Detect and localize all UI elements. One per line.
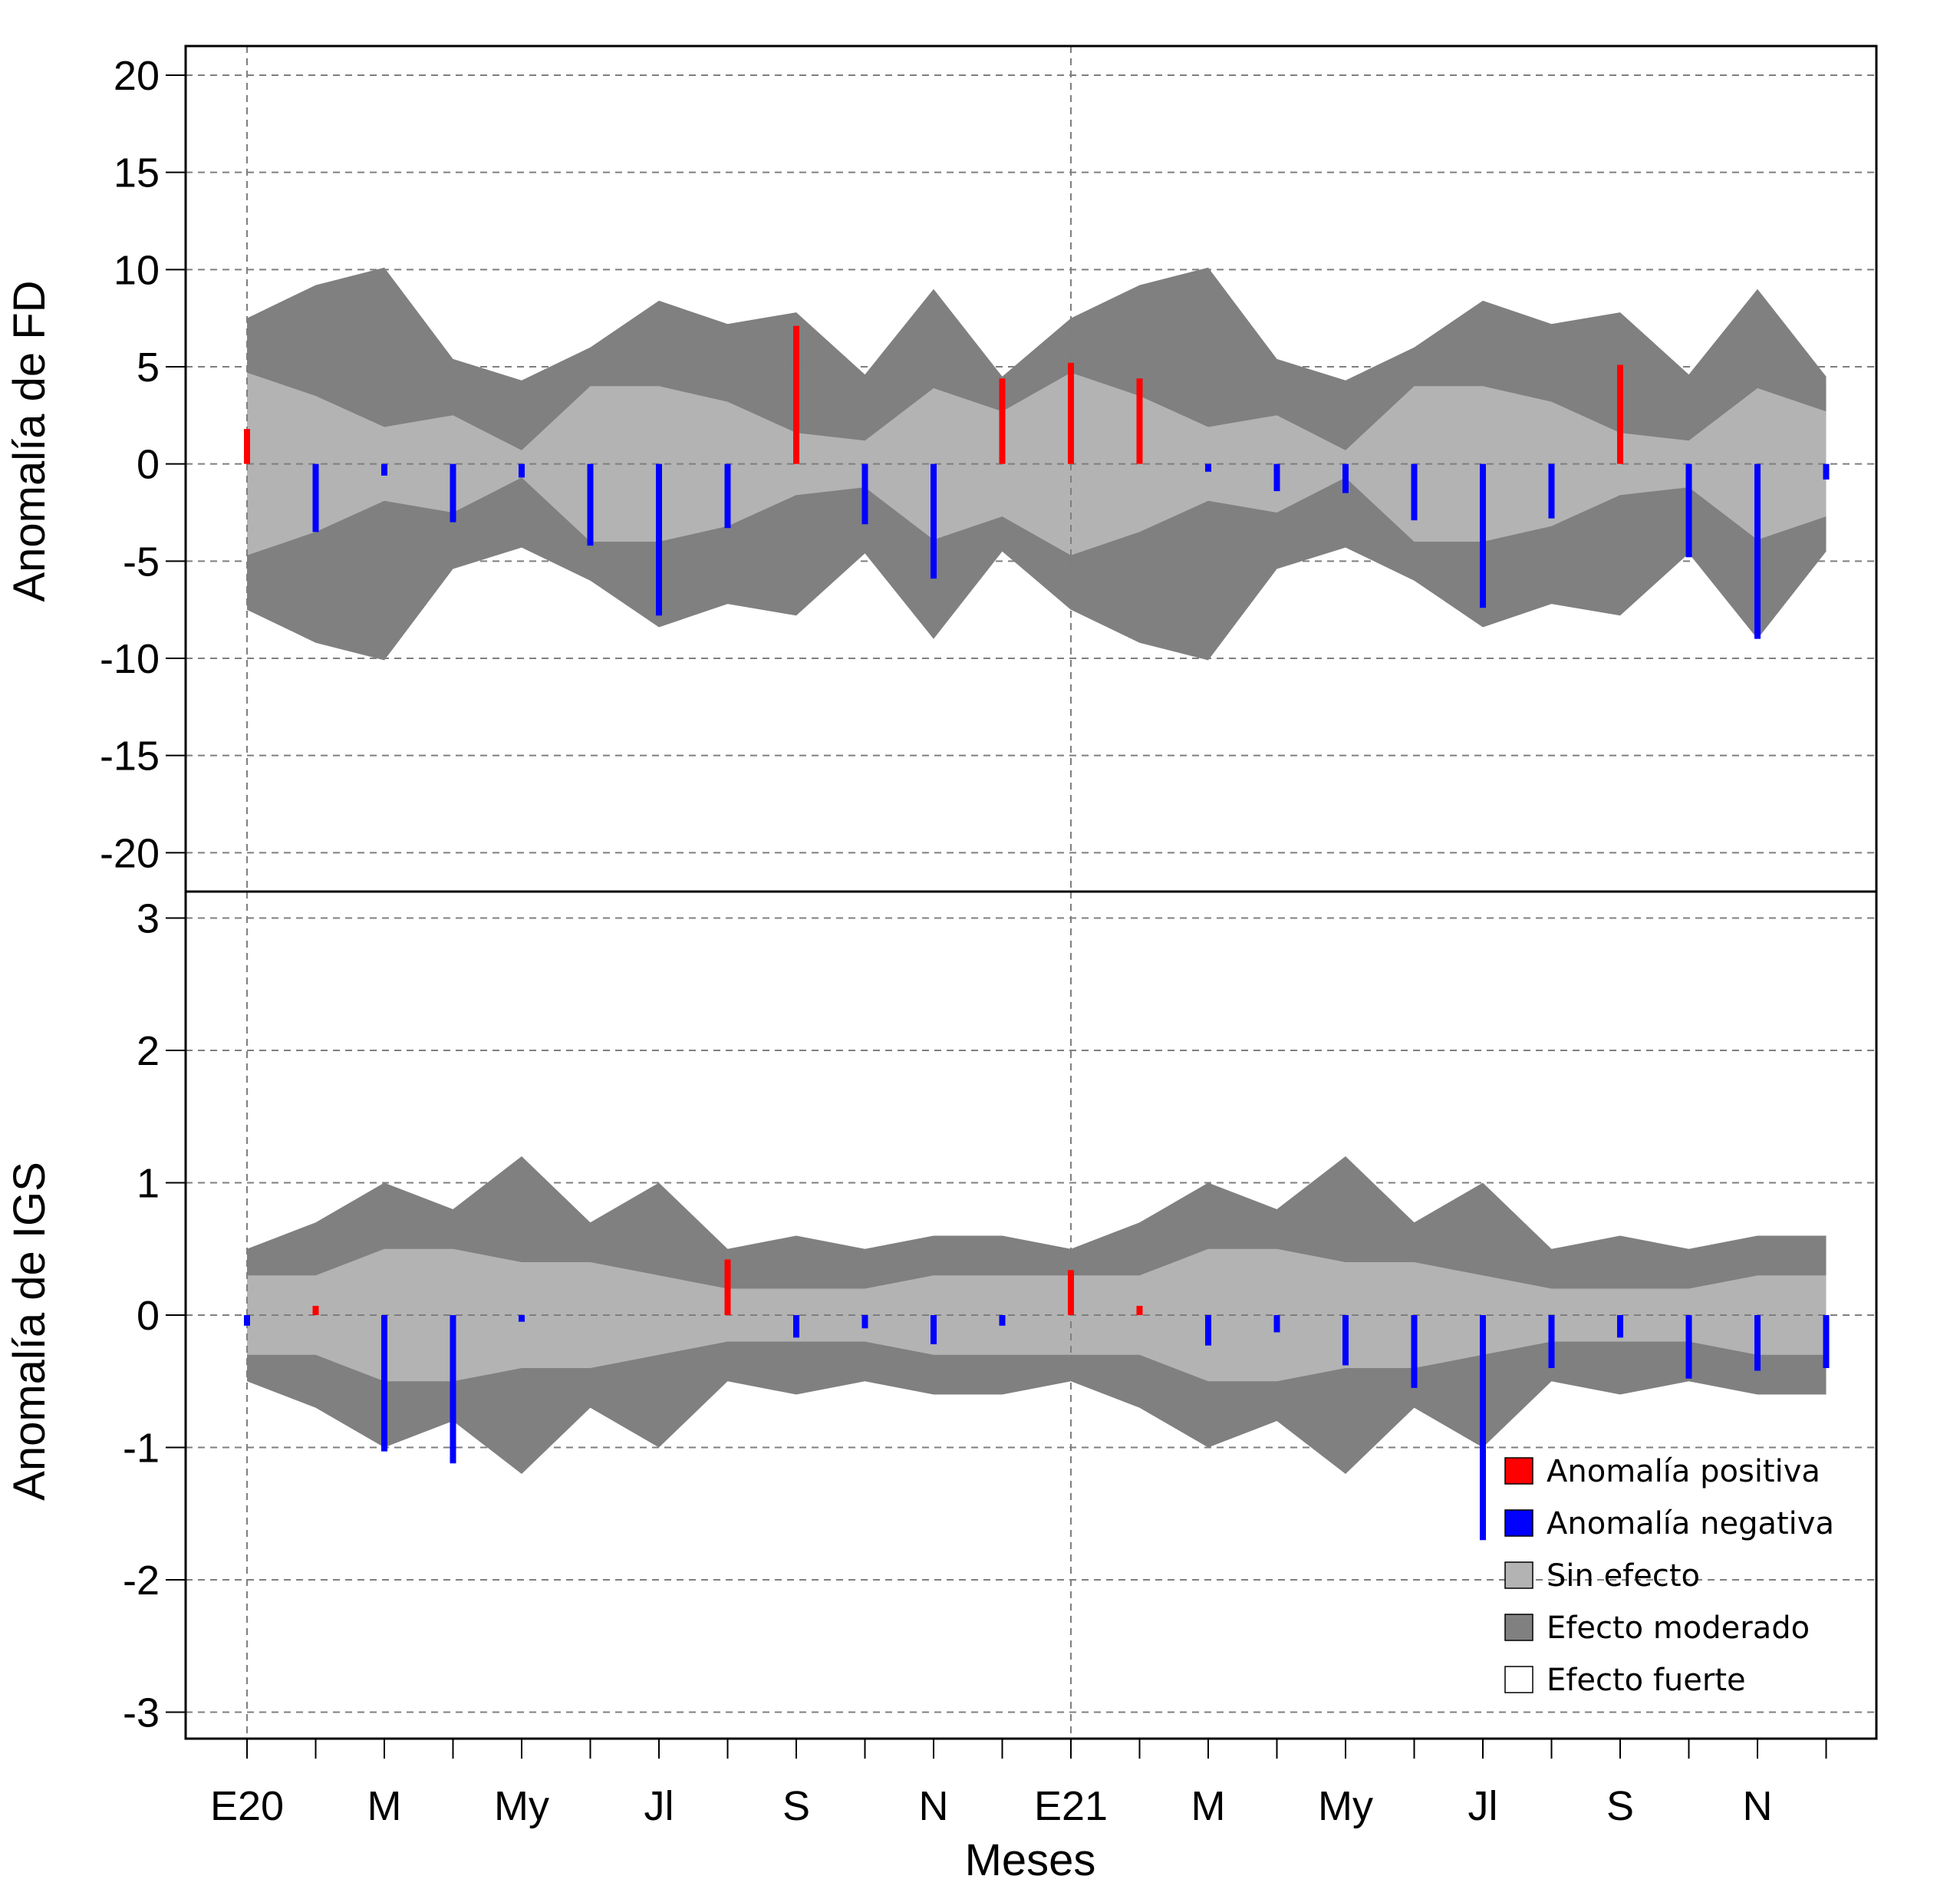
- igs-y-axis-title: Anomalía de IGS: [5, 1162, 54, 1501]
- legend-item-efecto-fuerte: Efecto fuerte: [1504, 1663, 1746, 1698]
- x-tick-label: My: [1318, 1783, 1373, 1829]
- top-y-tick-label: 15: [114, 150, 160, 196]
- fd-y-axis-title: Anomalía de FD: [5, 280, 54, 602]
- x-tick-label: N: [919, 1783, 949, 1829]
- bottom-y-tick-label: -3: [123, 1690, 160, 1736]
- legend-item-efecto-moderado: Efecto moderado: [1504, 1611, 1810, 1646]
- fd-anomaly-bars: [244, 325, 1830, 639]
- top-y-tick-label: 0: [137, 442, 160, 488]
- top-y-tick-label: -5: [123, 539, 160, 585]
- legend-swatch-positive: [1504, 1457, 1533, 1485]
- legend-label-efecto-fuerte: Efecto fuerte: [1547, 1663, 1746, 1698]
- igs-panel: -3 -2 -1 0 1 2 3 E20 M My Jl S N E21 M My Jl S N Anomalía…: [5, 892, 1876, 1885]
- fd-gridlines: [186, 46, 1876, 892]
- igs-panel-frame: [184, 890, 1878, 1740]
- legend-swatch-sin-efecto: [1504, 1561, 1533, 1589]
- legend-label-negative: Anomalía negativa: [1547, 1506, 1834, 1541]
- x-tick-label: E20: [210, 1783, 284, 1829]
- plot-frames: [184, 45, 1878, 1740]
- bottom-y-tick-label: 2: [137, 1028, 160, 1074]
- fd-panel: -20 -15 -10 -5 0 5 10 15 20 Anomalía de FD: [5, 46, 1876, 892]
- igs-anomaly-bars: [244, 1259, 1830, 1541]
- fd-y-axis: -20 -15 -10 -5 0 5 10 15 20: [100, 53, 186, 876]
- x-tick-label: Jl: [1468, 1783, 1498, 1829]
- top-y-tick-label: 5: [137, 345, 160, 391]
- x-tick-label: My: [494, 1783, 549, 1829]
- x-axis-title: Meses: [965, 1835, 1096, 1885]
- legend-swatch-efecto-fuerte: [1504, 1666, 1533, 1693]
- igs-y-axis: -3 -2 -1 0 1 2 3: [123, 896, 186, 1736]
- x-tick-label: S: [782, 1783, 810, 1829]
- legend-label-efecto-moderado: Efecto moderado: [1547, 1611, 1810, 1646]
- top-y-tick-label: 10: [114, 247, 160, 293]
- x-tick-label: E21: [1034, 1783, 1108, 1829]
- legend: Anomalía positiva Anomalía negativa Sin …: [1504, 1454, 1834, 1698]
- x-tick-label: S: [1606, 1783, 1634, 1829]
- top-y-tick-label: -10: [100, 636, 160, 682]
- bottom-y-tick-label: -2: [123, 1558, 160, 1604]
- bottom-y-tick-label: 0: [137, 1293, 160, 1339]
- legend-item-positive: Anomalía positiva: [1504, 1454, 1820, 1489]
- x-tick-label: M: [367, 1783, 402, 1829]
- legend-label-positive: Anomalía positiva: [1547, 1454, 1820, 1489]
- bottom-y-tick-label: 1: [137, 1161, 160, 1207]
- top-y-tick-label: -20: [100, 830, 160, 876]
- legend-item-negative: Anomalía negativa: [1504, 1506, 1834, 1541]
- month-x-axis: E20 M My Jl S N E21 M My Jl S N: [210, 1739, 1827, 1829]
- legend-swatch-efecto-moderado: [1504, 1614, 1533, 1641]
- x-tick-label: Jl: [644, 1783, 674, 1829]
- top-y-tick-label: 20: [114, 53, 160, 99]
- x-tick-label: N: [1743, 1783, 1773, 1829]
- bottom-y-tick-label: -1: [123, 1426, 160, 1472]
- legend-item-sin-efecto: Sin efecto: [1504, 1558, 1700, 1594]
- legend-swatch-negative: [1504, 1509, 1533, 1537]
- top-y-tick-label: -15: [100, 734, 160, 780]
- bottom-y-tick-label: 3: [137, 896, 160, 942]
- x-tick-label: M: [1191, 1783, 1226, 1829]
- legend-label-sin-efecto: Sin efecto: [1547, 1558, 1700, 1594]
